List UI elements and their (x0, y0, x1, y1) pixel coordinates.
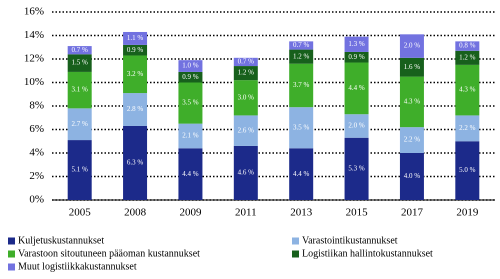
legend-label: Logistiikan hallintokustannukset (302, 248, 433, 259)
data-label: 3.2 % (127, 70, 144, 78)
data-label: 1.5 % (72, 59, 89, 67)
data-label: 0.7 % (72, 46, 89, 54)
legend-swatch (8, 238, 15, 245)
data-label: 3.5 % (182, 99, 199, 107)
data-label: 2.0 % (348, 122, 365, 130)
data-label: 1.3 % (348, 40, 365, 48)
x-tick-label: 2019 (456, 207, 479, 219)
data-label: 0.7 % (293, 41, 310, 49)
y-tick-label: 14% (24, 29, 44, 41)
data-label: 1.0 % (182, 62, 199, 70)
legend-swatch (292, 238, 299, 245)
data-label: 0.8 % (459, 42, 476, 50)
chart: 0% 2% 4% 6% 8% 10% 12% 14% 16% 2005 5.1 % 2.7 % 3.1 … (0, 0, 500, 279)
y-tick-label: 2% (29, 170, 44, 182)
y-tick-label: 4% (29, 147, 44, 159)
data-label: 1.2 % (238, 69, 255, 77)
legend-label: Kuljetuskustannukset (18, 235, 104, 246)
x-tick-label: 2009 (179, 207, 202, 219)
data-label: 2.6 % (238, 126, 255, 134)
data-label: 3.1 % (72, 86, 89, 94)
x-tick-label: 2015 (346, 207, 369, 219)
legend-swatch (8, 264, 15, 271)
data-label: 5.3 % (348, 164, 365, 172)
x-tick-label: 2008 (124, 207, 147, 219)
data-label: 1.1 % (127, 34, 144, 42)
data-label: 4.4 % (182, 170, 199, 178)
data-label: 4.6 % (238, 169, 255, 177)
data-label: 0.9 % (182, 73, 199, 81)
data-label: 0.7 % (238, 58, 255, 66)
legend-swatch (8, 251, 15, 258)
data-label: 4.4 % (348, 84, 365, 92)
data-label: 3.5 % (293, 123, 310, 131)
data-label: 2.0 % (404, 42, 421, 50)
x-tick-label: 2005 (69, 207, 92, 219)
legend-label: Muut logistiikkakustannukset (18, 261, 137, 272)
data-label: 1.6 % (404, 63, 421, 71)
legend-label: Varastointikustannukset (302, 235, 398, 246)
data-label: 4.3 % (459, 86, 476, 94)
legend-swatch (292, 251, 299, 258)
data-label: 6.3 % (127, 159, 144, 167)
data-label: 1.2 % (293, 52, 310, 60)
data-label: 5.0 % (459, 166, 476, 174)
data-label: 0.9 % (348, 53, 365, 61)
data-label: 3.0 % (238, 93, 255, 101)
data-label: 5.1 % (72, 166, 89, 174)
y-tick-label: 16% (24, 6, 44, 18)
data-label: 2.2 % (404, 136, 421, 144)
x-tick-label: 2011 (235, 207, 257, 219)
x-tick-label: 2013 (290, 207, 313, 219)
y-tick-label: 0% (29, 194, 44, 206)
data-label: 2.2 % (459, 124, 476, 132)
y-tick-label: 10% (24, 76, 44, 88)
x-tick-label: 2017 (401, 207, 424, 219)
data-label: 2.8 % (127, 105, 144, 113)
data-label: 4.0 % (404, 172, 421, 180)
data-label: 0.9 % (127, 46, 144, 54)
data-label: 2.7 % (72, 120, 89, 128)
legend-label: Varastoon sitoutuneen pääoman kustannuks… (18, 248, 200, 259)
y-tick-label: 8% (29, 100, 44, 112)
y-tick-label: 6% (29, 123, 44, 135)
data-label: 4.4 % (293, 170, 310, 178)
y-tick-label: 12% (24, 53, 44, 65)
data-label: 4.3 % (404, 97, 421, 105)
data-label: 2.1 % (182, 132, 199, 140)
data-label: 1.2 % (459, 53, 476, 61)
data-label: 3.7 % (293, 81, 310, 89)
